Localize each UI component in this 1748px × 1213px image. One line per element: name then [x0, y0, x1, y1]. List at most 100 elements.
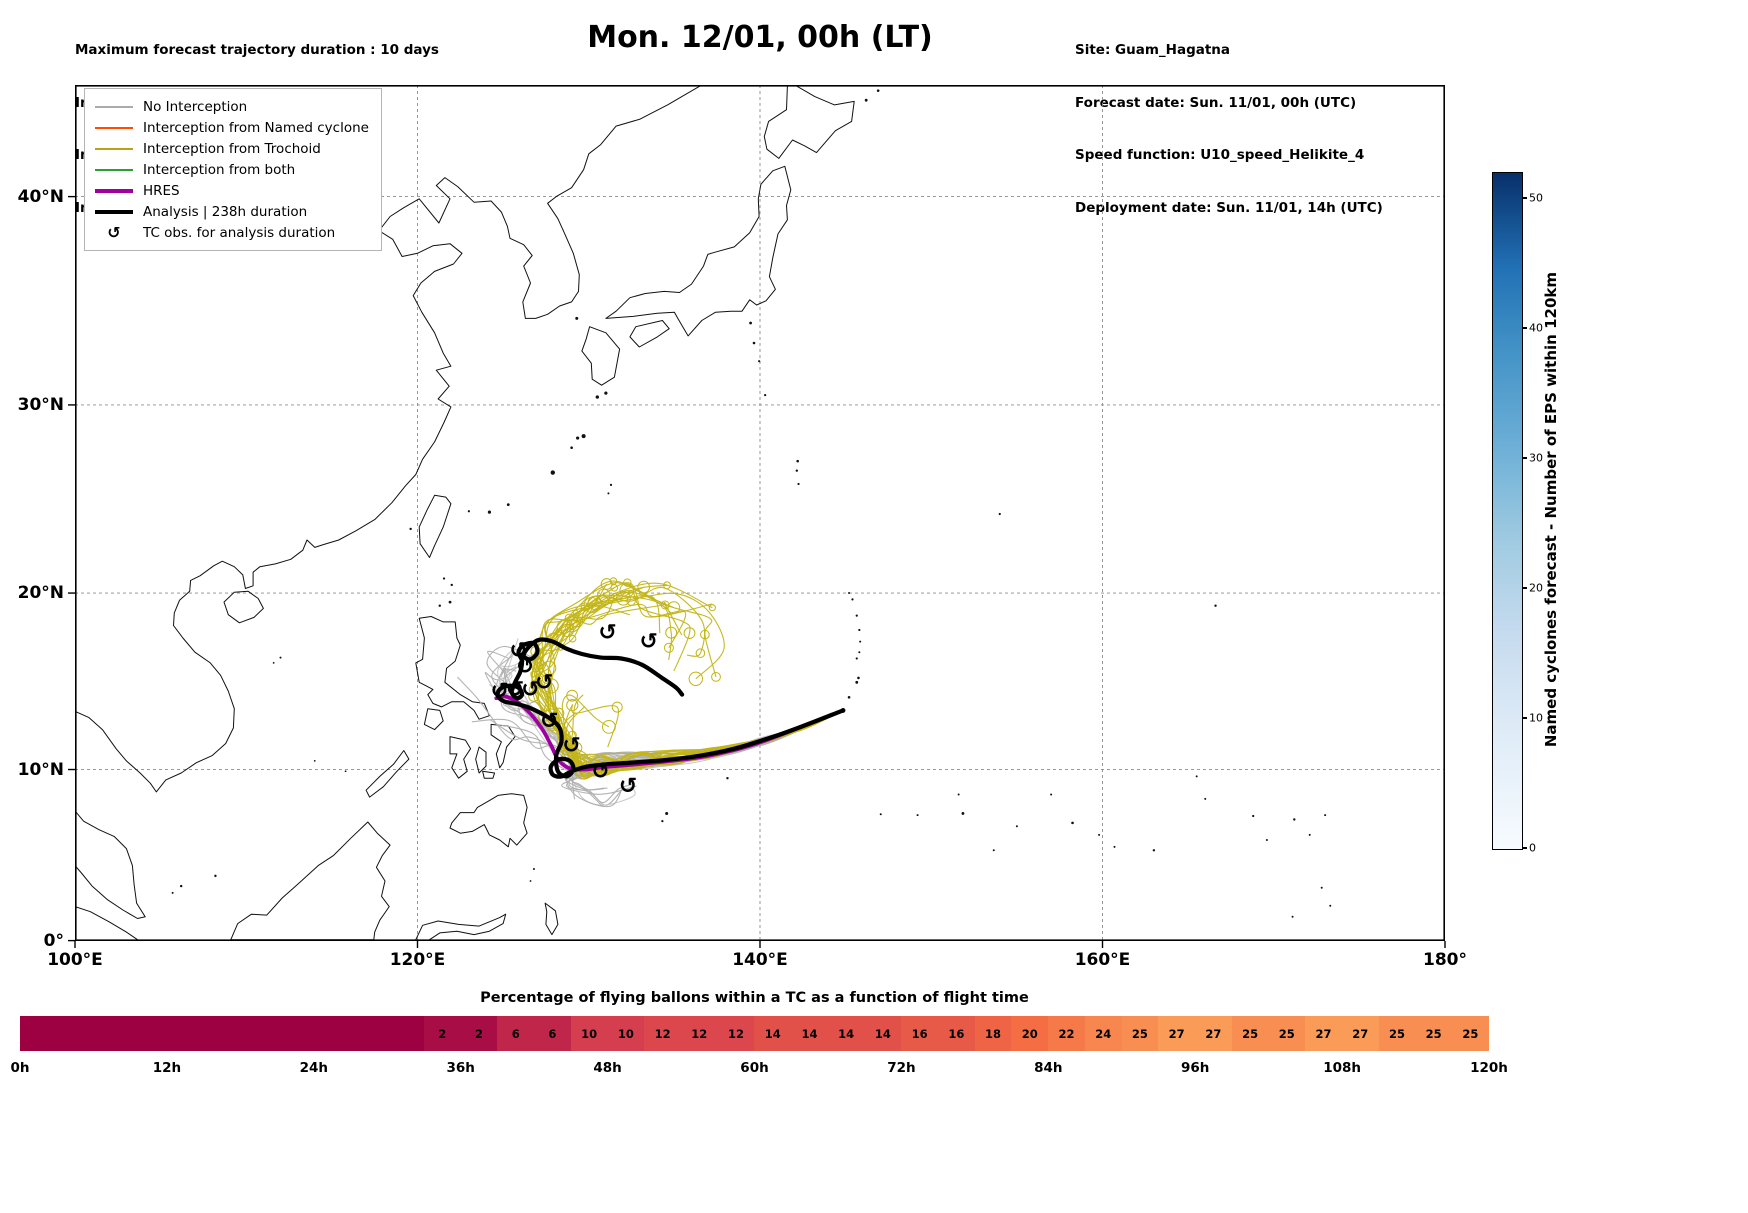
coastline — [793, 58, 805, 73]
coastline — [423, 708, 444, 731]
y-tick-label: 0° — [43, 930, 64, 951]
island-dot — [1098, 833, 1101, 836]
island-dot — [575, 316, 579, 320]
colorbar-tick-mark — [1522, 847, 1527, 849]
flight-bar-cell: 12 — [680, 1016, 718, 1051]
flight-bar-cell: 24 — [1084, 1016, 1122, 1051]
island-dot — [171, 891, 174, 894]
flight-bar-cell: 12 — [644, 1016, 681, 1051]
island-dot — [855, 657, 858, 660]
flight-bar-cell — [203, 1016, 241, 1051]
colorbar-tick-label: 40 — [1529, 321, 1543, 335]
flight-bar: 2 2 6 6 10 10 12 12 12 14 14 14 14 16 16 18 20 22 24 25 27 27… — [20, 1016, 1489, 1051]
colorbar-tick-label: 20 — [1529, 581, 1543, 595]
island-dot — [344, 770, 347, 773]
analysis-track — [495, 637, 846, 779]
coastline — [230, 821, 391, 941]
flight-bar-tick-label: 12h — [152, 1060, 182, 1076]
legend-item: No Interception — [95, 96, 369, 117]
colorbar-tick-mark — [1522, 587, 1527, 589]
flight-bar-cell: 12 — [717, 1016, 755, 1051]
flight-bar-cell: 25 — [1268, 1016, 1306, 1051]
island-dot — [214, 874, 217, 878]
flight-bar-cell — [130, 1016, 167, 1051]
flight-bar-cell: 14 — [864, 1016, 902, 1051]
island-dot — [1293, 818, 1296, 821]
flight-bar-cell — [166, 1016, 204, 1051]
legend-items: No Interception Interception from Named c… — [95, 96, 369, 243]
island-dot — [726, 776, 729, 780]
coastline — [544, 902, 559, 936]
flight-bar-cell: 10 — [570, 1016, 608, 1051]
flight-bar-cell — [277, 1016, 314, 1051]
flight-bar-cell: 6 — [497, 1016, 535, 1051]
coastline — [629, 320, 670, 348]
legend-label: No Interception — [143, 98, 248, 115]
island-dot — [179, 884, 183, 888]
colorbar-title: Named cyclones forecast - Number of EPS … — [1542, 272, 1560, 748]
flight-bar-tick-label: 48h — [593, 1060, 622, 1076]
flight-bar-tick-label: 36h — [446, 1060, 475, 1076]
flight-bar-cell: 25 — [1452, 1016, 1489, 1051]
island-dot — [409, 527, 412, 531]
legend: No Interception Interception from Named c… — [84, 88, 382, 251]
x-tick-label: 100°E — [47, 950, 103, 970]
tc-obs-symbol: ↺ — [592, 759, 610, 784]
meta-line: Speed function: U10_speed_Helikite_4 — [1075, 147, 1365, 163]
flight-bar-cell: 14 — [827, 1016, 865, 1051]
coastline — [75, 85, 703, 793]
flight-bar-cell: 14 — [791, 1016, 828, 1051]
island-dot — [864, 98, 868, 102]
flight-bar-cell: 2 — [423, 1016, 461, 1051]
legend-label: Interception from Named cyclone — [143, 119, 369, 136]
map-frame — [75, 85, 1446, 942]
island-dot — [272, 661, 275, 664]
coastline — [223, 590, 264, 624]
legend-line-swatch — [95, 105, 133, 108]
island-dot — [1113, 845, 1116, 848]
flight-bar-cell: 20 — [1011, 1016, 1049, 1051]
y-tick-label: 20°N — [17, 583, 64, 604]
legend-line-swatch — [95, 126, 133, 129]
island-dot — [857, 676, 860, 680]
x-tick-label: 180° — [1423, 950, 1467, 970]
flight-bar-tick-label: 120h — [1470, 1060, 1508, 1076]
legend-label: HRES — [143, 182, 180, 199]
island-dot — [752, 341, 756, 345]
flight-bar-cell: 16 — [937, 1016, 975, 1051]
island-dot — [764, 393, 767, 397]
colorbar — [1492, 172, 1523, 850]
y-tick-label: 10°N — [17, 759, 64, 780]
island-dot — [879, 813, 882, 816]
island-dot — [855, 614, 858, 617]
coastline — [475, 746, 487, 774]
colorbar-tick-mark — [1522, 457, 1527, 459]
island-dot — [576, 436, 580, 440]
legend-line-swatch — [95, 147, 133, 150]
flight-bar-tick-labels: 0h 12h 24h 36h 48h 60h 72h 84h 96h 108h 120h — [0, 1060, 1748, 1082]
legend-label: TC obs. for analysis duration — [143, 224, 336, 241]
island-dot — [448, 600, 452, 604]
coastline — [449, 736, 472, 779]
island-dot — [1252, 814, 1255, 818]
island-dot — [758, 360, 761, 363]
island-dot — [665, 811, 669, 815]
island-dot — [847, 695, 851, 699]
island-dot — [450, 583, 453, 587]
island-dot — [1050, 793, 1053, 796]
legend-item: Analysis | 238h duration — [95, 201, 369, 222]
flight-bar-cell — [387, 1016, 424, 1051]
island-dot — [876, 89, 880, 92]
island-dot — [661, 820, 664, 823]
island-dot — [1324, 814, 1327, 817]
y-tick-label: 40°N — [17, 186, 64, 207]
coastline — [605, 165, 792, 337]
flight-bar-title: Percentage of flying ballons within a TC… — [480, 990, 1029, 1006]
flight-bar-cell — [350, 1016, 388, 1051]
island-dot — [992, 849, 995, 852]
legend-item: Interception from Trochoid — [95, 138, 369, 159]
island-dot — [858, 628, 861, 632]
island-dot — [529, 880, 532, 882]
tc-obs-symbol: ↺ — [535, 670, 553, 695]
legend-item: Interception from Named cyclone — [95, 117, 369, 138]
